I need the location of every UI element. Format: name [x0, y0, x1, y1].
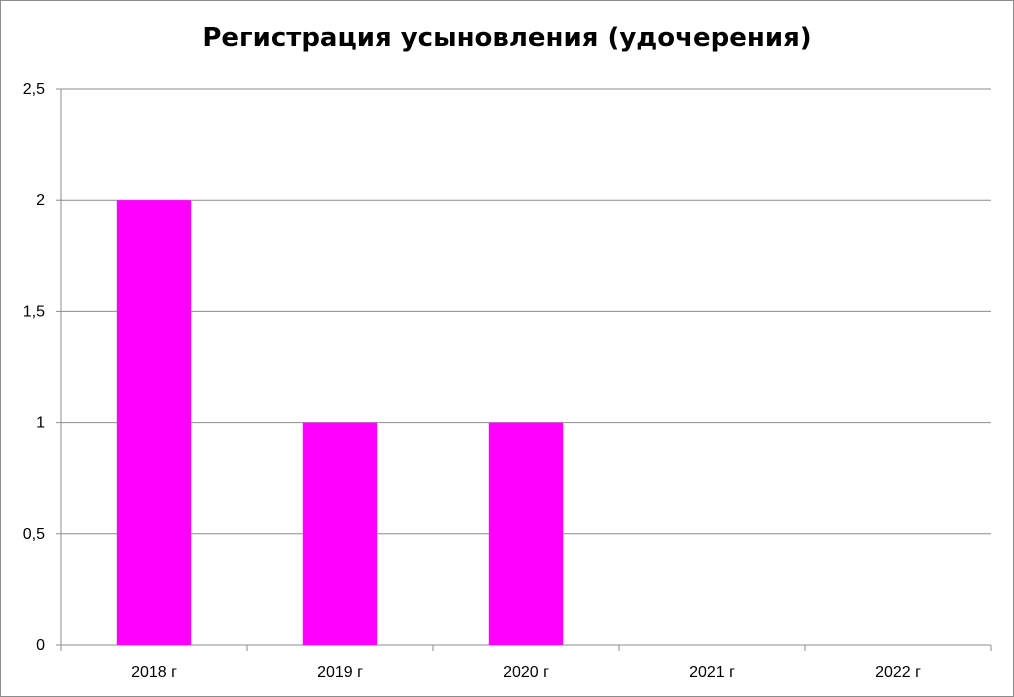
x-tick-label: 2020 г — [503, 664, 549, 681]
y-tick-label: 0 — [36, 637, 45, 654]
y-tick-label: 2,5 — [23, 81, 45, 98]
y-tick-label: 1 — [36, 415, 45, 432]
chart-title: Регистрация усыновления (удочерения) — [202, 23, 812, 53]
x-tick-label: 2021 г — [689, 664, 735, 681]
x-tick-label: 2018 г — [131, 664, 177, 681]
y-tick-label: 1,5 — [23, 303, 45, 320]
x-tick-label: 2022 г — [875, 664, 921, 681]
y-tick-label: 2 — [36, 192, 45, 209]
bar — [302, 422, 378, 645]
bar — [488, 422, 564, 645]
x-tick-label: 2019 г — [317, 664, 363, 681]
y-tick-label: 0,5 — [23, 526, 45, 543]
bar — [116, 200, 192, 645]
